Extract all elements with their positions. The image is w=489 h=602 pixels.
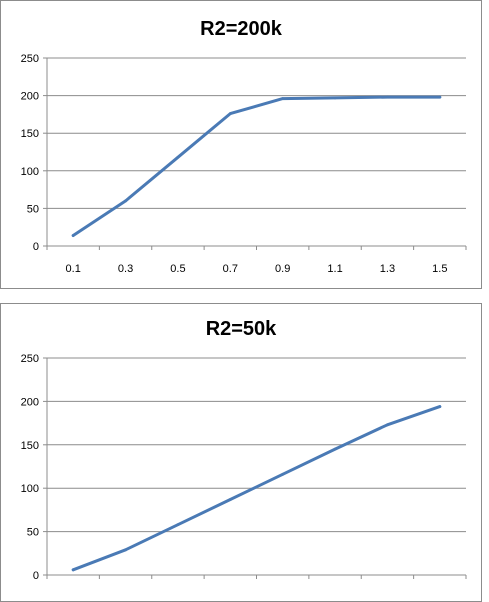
x-tick-label: 1.3 bbox=[380, 263, 395, 275]
x-tick-label: 0.7 bbox=[223, 263, 238, 275]
y-tick-label: 50 bbox=[27, 203, 39, 215]
data-point bbox=[438, 95, 442, 99]
y-tick-label: 50 bbox=[27, 527, 39, 539]
chart-svg-r2-200k: R2=200k 0 50 100 150 200 250 0.1 0.3 0.5 0.7 0.9 1.… bbox=[21, 18, 467, 275]
y-tick-label: 100 bbox=[21, 483, 39, 495]
y-tick-label: 150 bbox=[21, 440, 39, 452]
y-tick-label: 250 bbox=[21, 53, 39, 65]
data-point bbox=[281, 472, 285, 476]
data-point bbox=[71, 568, 75, 572]
chart-title: R2=50k bbox=[206, 318, 277, 340]
chart-panel-r2-50k: R2=50k 0 50 100 150 200 250 bbox=[0, 303, 482, 602]
y-tick-label: 200 bbox=[21, 91, 39, 103]
data-point bbox=[228, 498, 232, 501]
y-tick-label: 0 bbox=[33, 570, 39, 582]
data-point bbox=[124, 199, 127, 203]
chart-panel-r2-200k: R2=200k 0 50 100 150 200 250 0.1 0.3 0.5 0.7 0.9 1.… bbox=[0, 0, 482, 289]
x-tick-label: 1.5 bbox=[432, 263, 447, 275]
series-line bbox=[71, 405, 442, 572]
x-tick-label: 0.3 bbox=[118, 263, 133, 275]
data-point bbox=[438, 405, 442, 409]
data-point bbox=[281, 97, 285, 101]
data-point bbox=[124, 548, 127, 552]
y-tick-label: 150 bbox=[21, 128, 39, 140]
x-tick-label: 0.1 bbox=[66, 263, 81, 275]
data-point bbox=[386, 423, 389, 427]
data-point bbox=[228, 112, 232, 116]
series-line bbox=[71, 95, 442, 237]
data-point bbox=[71, 234, 75, 237]
chart-title: R2=200k bbox=[200, 18, 283, 40]
y-tick-label: 250 bbox=[21, 353, 39, 365]
y-tick-label: 0 bbox=[33, 241, 39, 253]
x-tick-label: 0.9 bbox=[275, 263, 290, 275]
chart-svg-r2-50k: R2=50k 0 50 100 150 200 250 bbox=[21, 318, 467, 582]
y-tick-label: 100 bbox=[21, 166, 39, 178]
data-point bbox=[333, 447, 337, 451]
x-tick-label: 1.1 bbox=[327, 263, 342, 275]
data-point bbox=[176, 523, 180, 527]
y-tick-label: 200 bbox=[21, 396, 39, 408]
data-point bbox=[386, 95, 389, 99]
data-point bbox=[176, 155, 180, 159]
data-point bbox=[333, 96, 337, 100]
x-tick-label: 0.5 bbox=[170, 263, 185, 275]
